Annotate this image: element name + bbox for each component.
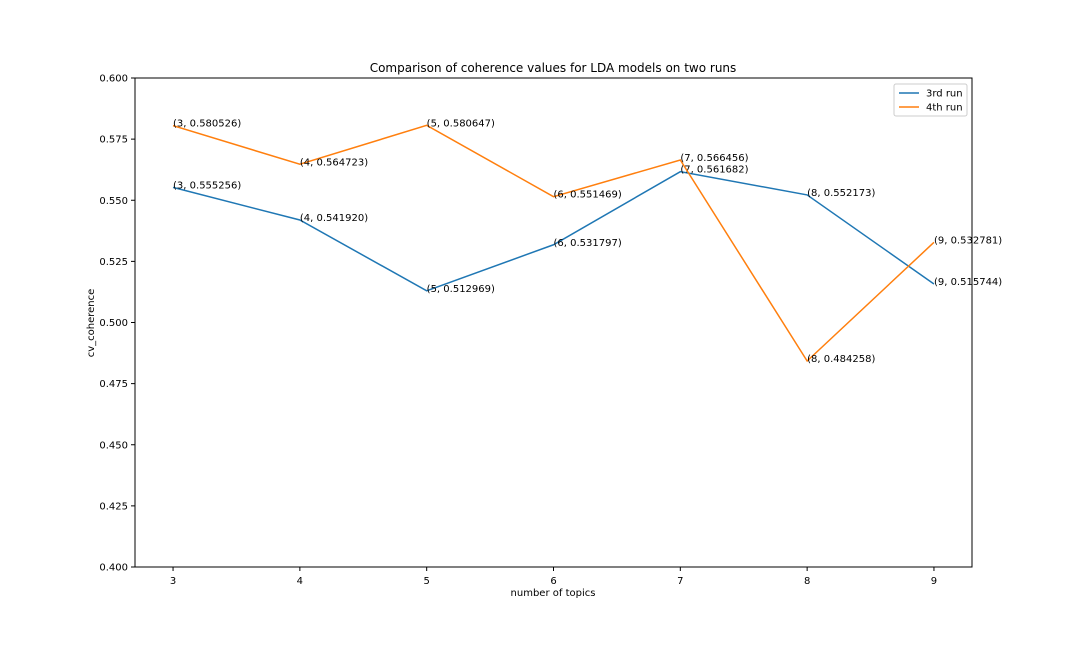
y-tick-label: 0.575 xyxy=(99,135,128,146)
y-tick-label: 0.400 xyxy=(99,563,128,574)
data-label: (8, 0.552173) xyxy=(807,188,875,199)
y-tick-label: 0.500 xyxy=(99,318,128,329)
y-tick-label: 0.550 xyxy=(99,196,128,207)
y-tick-label: 0.450 xyxy=(99,440,128,451)
plot-frame xyxy=(134,77,973,568)
data-label: (4, 0.564723) xyxy=(300,157,368,168)
x-tick-label: 3 xyxy=(170,576,176,587)
data-label: (3, 0.555256) xyxy=(173,180,241,191)
plot-area: (3, 0.555256) (4, 0.541920) (5, 0.512969) (… xyxy=(172,118,1002,365)
data-label: (6, 0.551469) xyxy=(554,190,622,201)
data-label: (7, 0.566456) xyxy=(680,153,748,164)
legend-box xyxy=(893,83,968,117)
data-label: (9, 0.515744) xyxy=(934,277,1002,288)
legend-entry: 3rd run xyxy=(926,89,963,100)
axes: 3 4 5 6 7 8 9 0.400 0.425 0.450 0.475 0.500 0.525 0.5… xyxy=(99,74,937,588)
x-tick-label: 5 xyxy=(423,576,429,587)
y-axis-label: cv_coherence xyxy=(86,289,97,358)
legend: 3rd run 4th run xyxy=(893,83,968,117)
x-tick-label: 7 xyxy=(677,576,683,587)
data-label: (5, 0.512969) xyxy=(427,284,495,295)
x-axis-label: number of topics xyxy=(511,588,596,599)
x-tick-label: 9 xyxy=(931,576,937,587)
series-line-1 xyxy=(172,170,935,292)
legend-entry: 4th run xyxy=(926,103,963,114)
data-label: (9, 0.532781) xyxy=(934,235,1002,246)
chart-title: Comparison of coherence values for LDA m… xyxy=(370,61,737,75)
data-label: (7, 0.561682) xyxy=(680,165,748,176)
data-label: (3, 0.580526) xyxy=(173,119,241,130)
y-tick-label: 0.475 xyxy=(99,379,128,390)
x-tick-label: 6 xyxy=(550,576,556,587)
y-tick-label: 0.425 xyxy=(99,501,128,512)
y-tick-label: 0.600 xyxy=(99,74,128,85)
y-tick-label: 0.525 xyxy=(99,257,128,268)
data-label: (4, 0.541920) xyxy=(300,213,368,224)
data-label: (5, 0.580647) xyxy=(427,118,495,129)
x-tick-label: 4 xyxy=(297,576,303,587)
x-tick-label: 8 xyxy=(804,576,810,587)
series-line-2 xyxy=(172,124,935,363)
data-label: (8, 0.484258) xyxy=(807,354,875,365)
data-label: (6, 0.531797) xyxy=(554,238,622,249)
